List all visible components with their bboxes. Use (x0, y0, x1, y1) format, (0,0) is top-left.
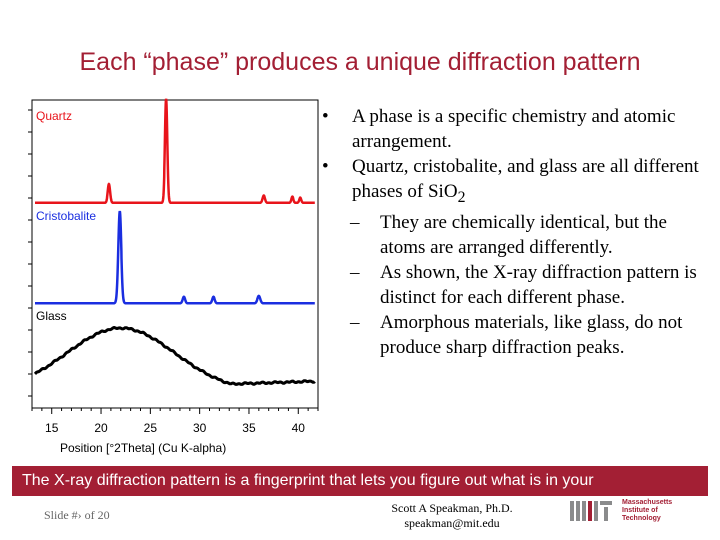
bullet-1: • A phase is a specific chemistry and at… (322, 104, 714, 154)
x-tick-label: 20 (94, 421, 108, 435)
series-label-quartz: Quartz (36, 109, 72, 123)
x-tick-label: 40 (292, 421, 306, 435)
author-name: Scott A Speakman, Ph.D. (391, 501, 513, 515)
mit-logo-text: Massachusetts Institute of Technology (622, 499, 672, 523)
bullet-1-text: A phase is a specific chemistry and atom… (352, 106, 676, 152)
sub-bullet-2-text: As shown, the X-ray diffraction pattern … (380, 261, 697, 308)
author-block: Scott A Speakman, Ph.D. speakman@mit.edu (362, 501, 542, 531)
x-tick-label: 30 (193, 421, 207, 435)
bullet-dot: • (322, 156, 329, 177)
author-email: speakman@mit.edu (404, 516, 500, 530)
slide-number: Slide #› of 20 (44, 508, 110, 522)
sub-bullet-dash: – (350, 311, 360, 333)
sub-bullet-2: – As shown, the X-ray diffraction patter… (322, 260, 714, 310)
sub-bullet-1-text: They are chemically identical, but the a… (380, 211, 667, 258)
sub-bullet-dash: – (350, 261, 360, 283)
plot-frame (31, 99, 319, 409)
x-tick-label: 25 (144, 421, 158, 435)
slide-title: Each “phase” produces a unique diffracti… (79, 48, 641, 76)
bullet-2-text: Quartz, cristobalite, and glass are all … (352, 156, 699, 202)
x-tick-label: 35 (242, 421, 256, 435)
xrd-chart: 15 20 25 30 35 40 Quartz Cristobalite Glass (28, 98, 319, 435)
bullet-2-subscript: 2 (457, 188, 466, 206)
series-label-glass: Glass (36, 309, 67, 323)
logo-line-2: Institute of (622, 507, 658, 514)
sub-bullet-3-text: Amorphous materials, like glass, do not … (380, 311, 683, 358)
mit-logo-icon (570, 501, 612, 521)
sub-bullet-3: – Amorphous materials, like glass, do no… (322, 310, 714, 360)
series-line-quartz (35, 98, 315, 205)
series-line-cristobalite (35, 210, 315, 305)
logo-line-3: Technology (622, 515, 661, 522)
bullet-dot: • (322, 106, 329, 127)
series-line-glass (33, 326, 316, 386)
logo-line-1: Massachusetts (622, 499, 673, 506)
sub-bullet-dash: – (350, 211, 360, 233)
series-label-cristobalite: Cristobalite (36, 209, 96, 223)
x-axis-label: Position [°2Theta] (Cu K-alpha) (60, 441, 227, 455)
footer-banner: The X-ray diffraction pattern is a finge… (12, 466, 708, 496)
bullet-2: • Quartz, cristobalite, and glass are al… (322, 154, 714, 210)
x-tick-label: 15 (45, 421, 59, 435)
bullet-list: • A phase is a specific chemistry and at… (322, 104, 714, 360)
sub-bullet-1: – They are chemically identical, but the… (322, 210, 714, 260)
